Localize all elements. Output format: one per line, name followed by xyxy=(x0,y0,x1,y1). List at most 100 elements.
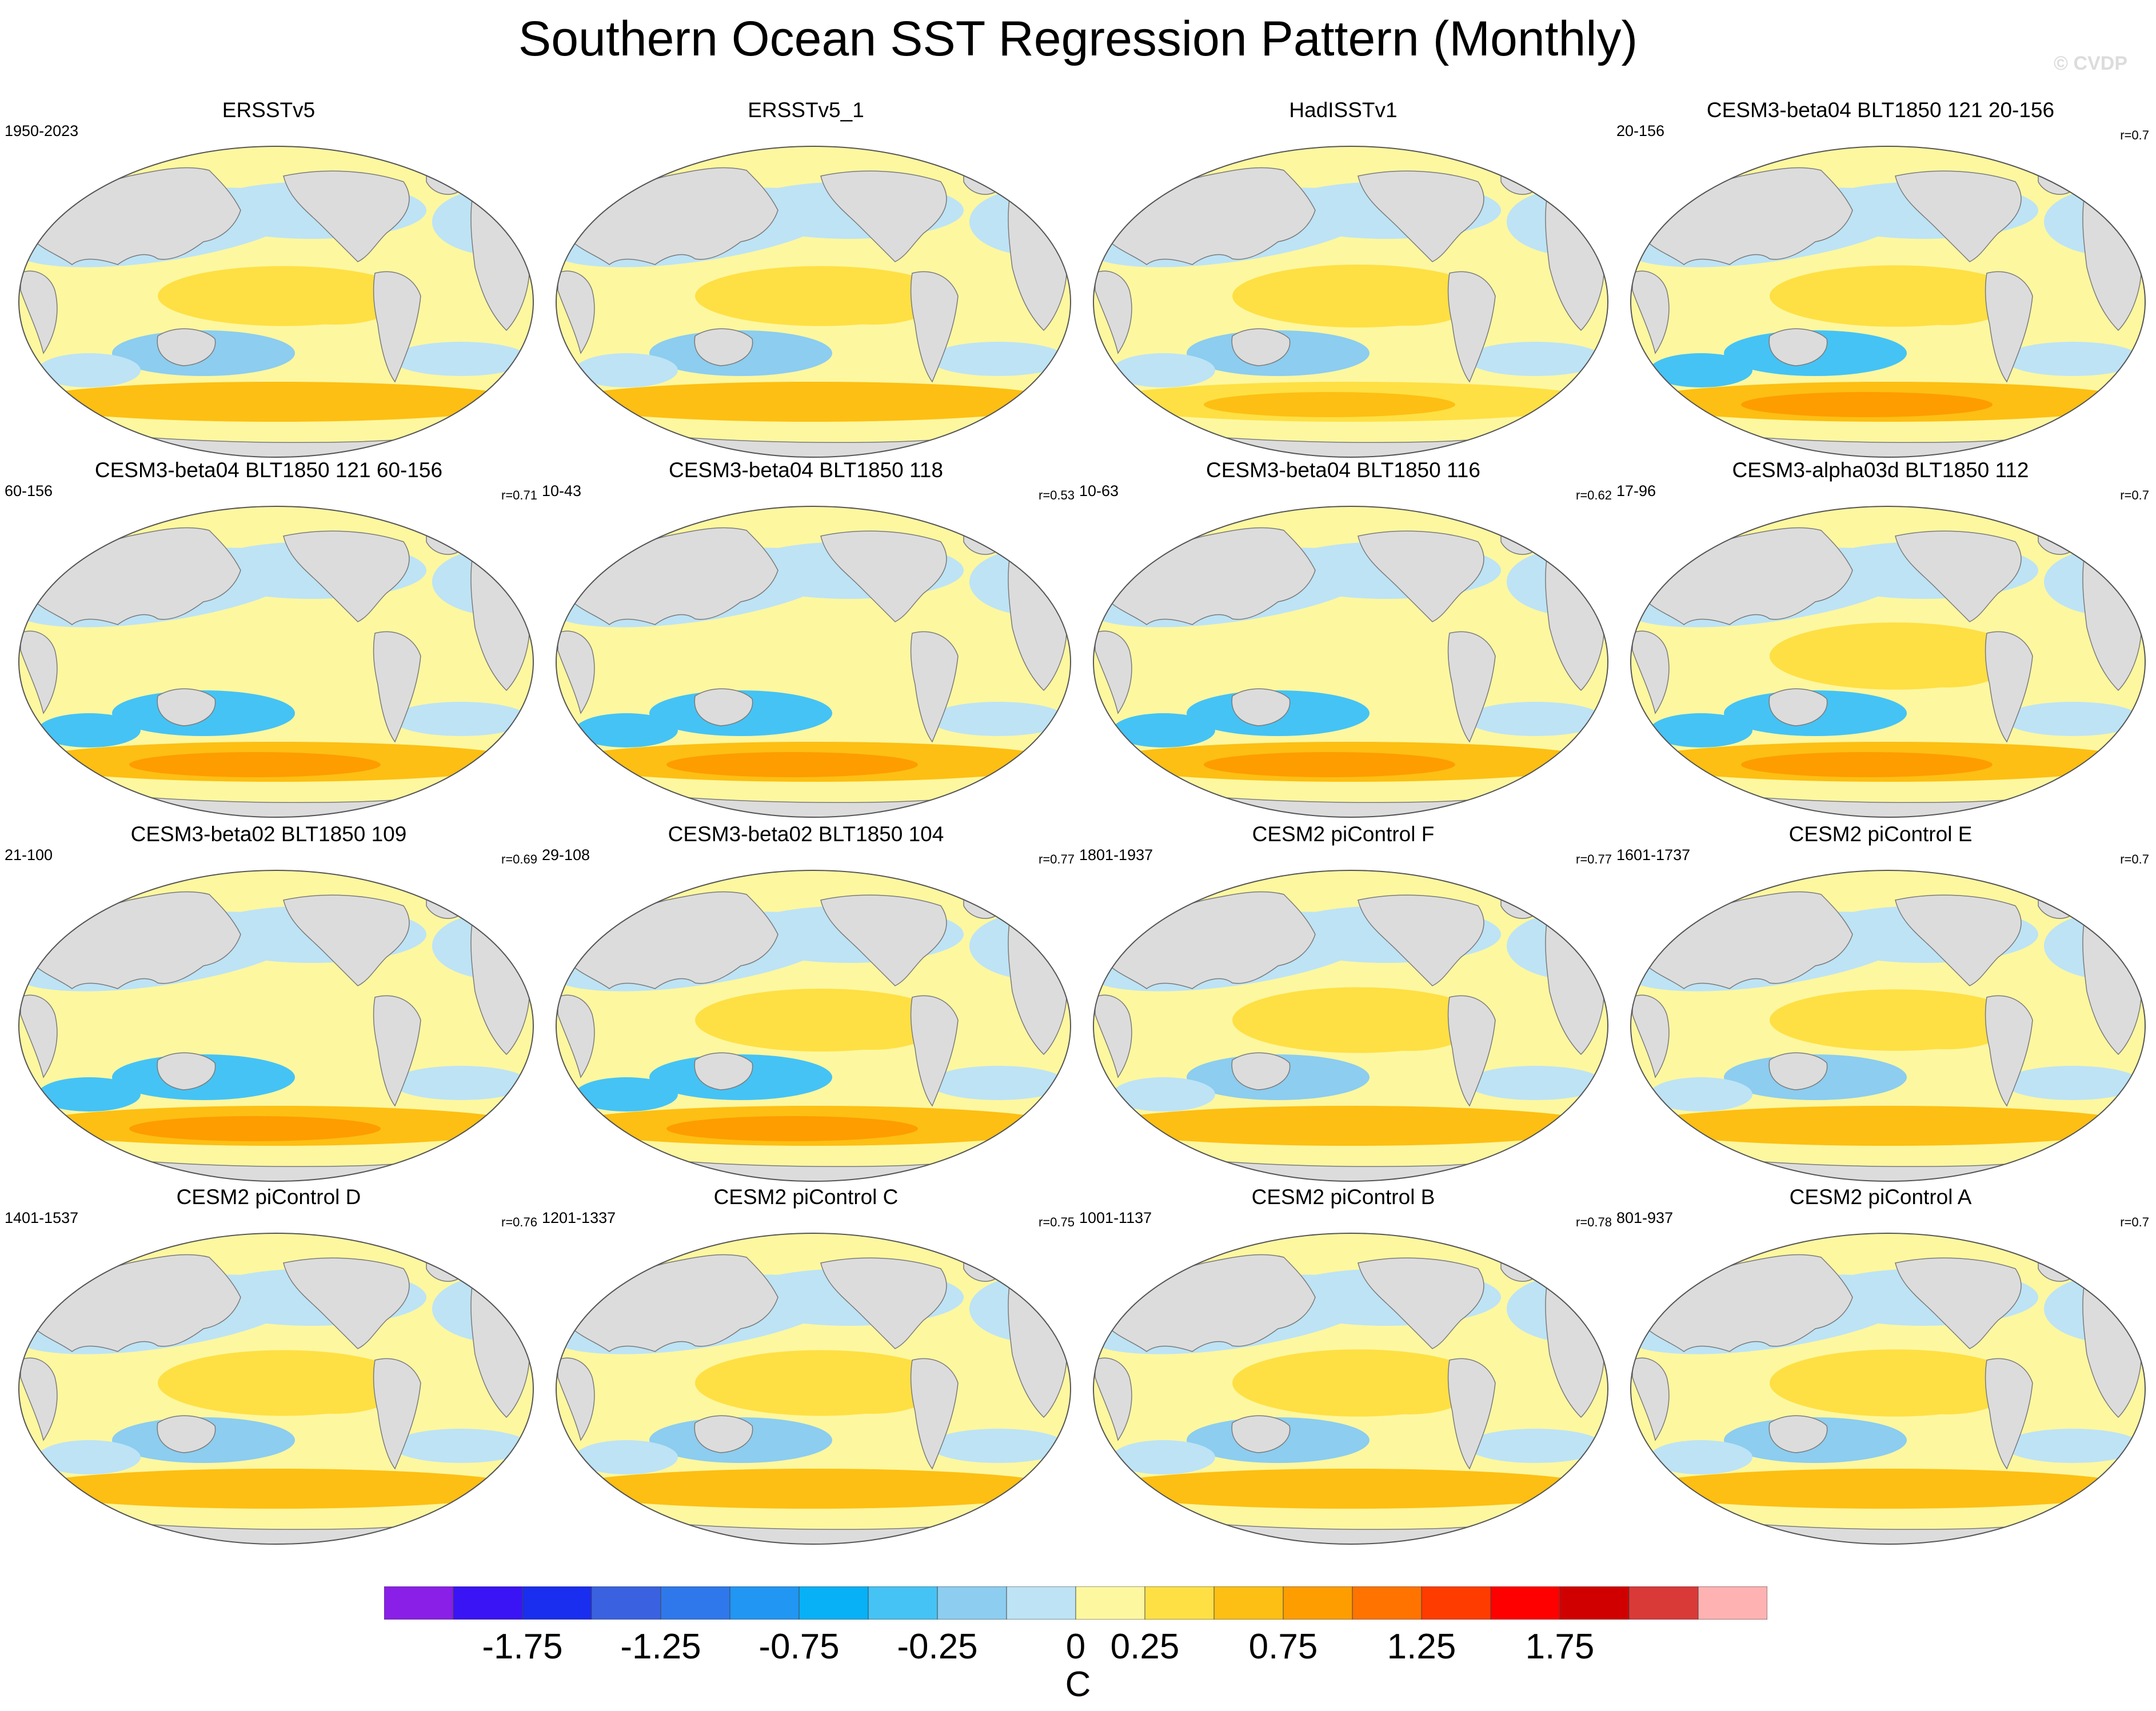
panel-title: CESM3-alpha03d BLT1850 112 xyxy=(1732,458,2029,482)
colorbar-swatch xyxy=(660,1586,730,1620)
panel-correlation: r=0.7 xyxy=(2120,488,2149,502)
panel-correlation: r=0.75 xyxy=(1039,1215,1075,1229)
colorbar-swatch xyxy=(1559,1586,1630,1620)
map-panel: CESM3-alpha03d BLT1850 112 17-96 r=0.7 xyxy=(1612,457,2149,829)
panel-correlation: r=0.7 xyxy=(2120,852,2149,866)
sst-field xyxy=(1093,506,1608,817)
map-panel: CESM2 piControl B 1001-1137 r=0.78 xyxy=(1075,1184,1612,1556)
colorbar-tick-label: 1.25 xyxy=(1387,1627,1456,1666)
page-title: Southern Ocean SST Regression Pattern (M… xyxy=(518,11,1638,66)
regression-map xyxy=(1093,146,1608,458)
map-panel: CESM2 piControl A 801-937 r=0.7 xyxy=(1612,1184,2149,1556)
panel-correlation: r=0.71 xyxy=(501,488,537,502)
sst-field xyxy=(556,146,1071,457)
sst-field xyxy=(19,870,533,1181)
colorbar-tick-label: 1.75 xyxy=(1525,1627,1595,1666)
panel-years: 29-108 xyxy=(542,846,590,864)
map-panel: CESM3-beta04 BLT1850 121 20-156 20-156 r=0… xyxy=(1612,97,2149,469)
map-panel: ERSSTv5 1950-2023 xyxy=(0,97,537,469)
colorbar-tick-label: -1.25 xyxy=(620,1627,701,1666)
colorbar-tick-label: -0.75 xyxy=(758,1627,840,1666)
panel-years: 1950-2023 xyxy=(5,122,79,139)
regression-map xyxy=(1630,870,2146,1182)
map-panel: CESM2 piControl E 1601-1737 r=0.7 xyxy=(1612,821,2149,1193)
panel-title: CESM2 piControl A xyxy=(1789,1185,1972,1209)
colorbar-swatch xyxy=(1628,1586,1699,1620)
map-panel: CESM2 piControl C 1201-1337 r=0.75 xyxy=(537,1184,1075,1556)
sst-field xyxy=(556,506,1071,817)
map-panel: CESM2 piControl F 1801-1937 r=0.77 xyxy=(1075,821,1612,1193)
panel-years: 1201-1337 xyxy=(542,1209,616,1226)
panel-years: 21-100 xyxy=(5,846,53,864)
panel-years: 10-43 xyxy=(542,482,582,499)
panel-title: CESM2 piControl B xyxy=(1251,1185,1435,1209)
panel-correlation: r=0.53 xyxy=(1039,488,1075,502)
regression-map xyxy=(1093,506,1608,818)
regression-map xyxy=(1093,1233,1608,1545)
colorbar-swatch xyxy=(1352,1586,1422,1620)
regression-map xyxy=(556,1233,1071,1545)
colorbar-swatch xyxy=(591,1586,661,1620)
map-panel: CESM2 piControl D 1401-1537 r=0.76 xyxy=(0,1184,537,1556)
map-panel: CESM3-beta04 BLT1850 116 10-63 r=0.62 xyxy=(1075,457,1612,829)
panel-years: 20-156 xyxy=(1616,122,1665,139)
colorbar-tick-label: 0.25 xyxy=(1110,1627,1180,1666)
panel-title: CESM2 piControl E xyxy=(1788,822,1973,846)
regression-map xyxy=(18,506,534,818)
sst-field xyxy=(1093,146,1608,457)
colorbar-swatch xyxy=(1283,1586,1353,1620)
panel-title: HadISSTv1 xyxy=(1289,98,1398,122)
panel-title: ERSSTv5 xyxy=(222,98,316,122)
panel-years: 1601-1737 xyxy=(1616,846,1691,864)
map-panel: CESM3-beta02 BLT1850 109 21-100 r=0.69 xyxy=(0,821,537,1193)
regression-map xyxy=(18,146,534,458)
panel-years: 1401-1537 xyxy=(5,1209,79,1226)
colorbar-swatch xyxy=(729,1586,800,1620)
panel-title: CESM3-beta04 BLT1850 116 xyxy=(1206,458,1480,482)
panel-title: CESM2 piControl C xyxy=(713,1185,899,1209)
colorbar-swatch xyxy=(384,1586,454,1620)
panel-years: 801-937 xyxy=(1616,1209,1674,1226)
map-panel: CESM3-beta04 BLT1850 118 10-43 r=0.53 xyxy=(537,457,1075,829)
panel-correlation: r=0.62 xyxy=(1576,488,1612,502)
panel-correlation: r=0.7 xyxy=(2120,1215,2149,1229)
panel-title: CESM3-beta02 BLT1850 104 xyxy=(668,822,944,846)
regression-map xyxy=(556,870,1071,1182)
colorbar-swatch xyxy=(1490,1586,1560,1620)
colorbar-swatch xyxy=(1075,1586,1145,1620)
regression-map xyxy=(18,1233,534,1545)
colorbar-swatch xyxy=(798,1586,869,1620)
panel-title: CESM2 piControl F xyxy=(1252,822,1435,846)
regression-map xyxy=(1630,506,2146,818)
sst-field xyxy=(1093,1233,1608,1544)
regression-map xyxy=(1093,870,1608,1182)
panel-years: 10-63 xyxy=(1079,482,1119,499)
panel-correlation: r=0.76 xyxy=(501,1215,537,1229)
map-panel: CESM3-beta02 BLT1850 104 29-108 r=0.77 xyxy=(537,821,1075,1193)
panel-correlation: r=0.78 xyxy=(1576,1215,1612,1229)
colorbar-swatch xyxy=(453,1586,523,1620)
panel-years: 60-156 xyxy=(5,482,53,499)
panel-years: 17-96 xyxy=(1616,482,1656,499)
panel-title: CESM2 piControl D xyxy=(176,1185,361,1209)
sst-field xyxy=(19,1233,533,1544)
colorbar-swatch xyxy=(1144,1586,1215,1620)
watermark: © CVDP xyxy=(2054,53,2127,74)
map-panel: ERSSTv5_1 xyxy=(537,97,1075,469)
panel-correlation: r=0.77 xyxy=(1039,852,1075,866)
regression-map xyxy=(1630,1233,2146,1545)
panel-correlation: r=0.7 xyxy=(2120,128,2149,142)
colorbar-swatch xyxy=(1421,1586,1491,1620)
sst-field xyxy=(556,1233,1071,1544)
colorbar xyxy=(384,1586,1767,1620)
regression-map xyxy=(1630,146,2146,458)
colorbar-tick-label: 0.75 xyxy=(1248,1627,1318,1666)
sst-field xyxy=(1631,506,2145,817)
sst-field xyxy=(1631,1233,2145,1544)
panel-years: 1001-1137 xyxy=(1079,1209,1152,1226)
regression-map xyxy=(556,506,1071,818)
sst-field xyxy=(1093,870,1608,1181)
panel-correlation: r=0.77 xyxy=(1576,852,1612,866)
panel-title: CESM3-beta04 BLT1850 121 20-156 xyxy=(1706,98,2055,122)
